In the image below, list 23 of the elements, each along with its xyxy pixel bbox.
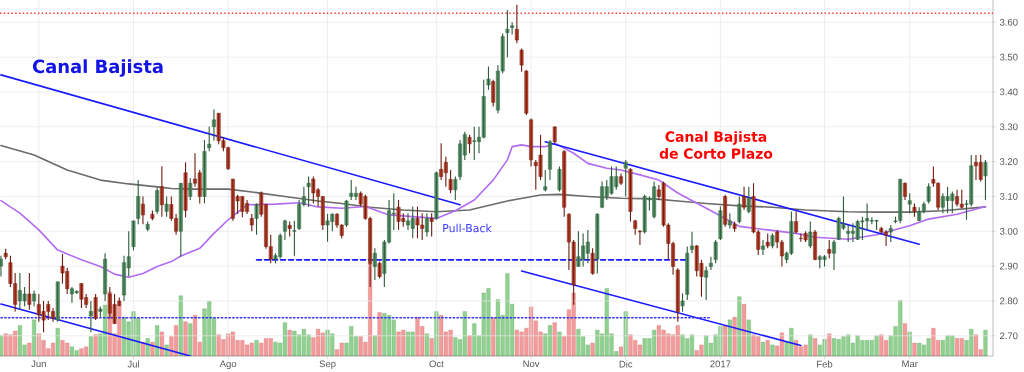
- x-tick-label: Oct: [429, 360, 444, 368]
- annotation: Canal Bajista: [32, 59, 163, 77]
- y-tick-label: 3.20: [999, 158, 1018, 165]
- y-tick-label: 3.60: [999, 18, 1018, 26]
- x-tick-label: Dic: [619, 360, 633, 368]
- y-tick-label: 2.80: [1000, 297, 1018, 305]
- y-tick-label: 3.30: [999, 123, 1018, 131]
- y-tick-label: 3.50: [999, 53, 1018, 61]
- x-tick-label: Sep: [319, 360, 336, 370]
- x-tick-label: 2017: [710, 360, 731, 368]
- x-tick-label: Jun: [31, 360, 46, 368]
- annotation: Pull-Back: [443, 223, 492, 233]
- x-tick-label: Nov: [523, 360, 540, 368]
- x-tick-label: Mar: [902, 360, 918, 368]
- y-tick-label: 3.40: [999, 88, 1018, 96]
- y-tick-label: 2.90: [1000, 262, 1018, 270]
- y-tick-label: 2.70: [1000, 332, 1018, 340]
- x-tick-label: Ago: [219, 360, 237, 369]
- y-tick-label: 3.00: [999, 227, 1018, 235]
- x-tick-label: Feb: [817, 360, 833, 368]
- x-tick-label: Jul: [127, 360, 139, 368]
- y-tick-label: 3.10: [999, 193, 1018, 200]
- annotation: Canal Bajista de Corto Plazo: [659, 131, 773, 159]
